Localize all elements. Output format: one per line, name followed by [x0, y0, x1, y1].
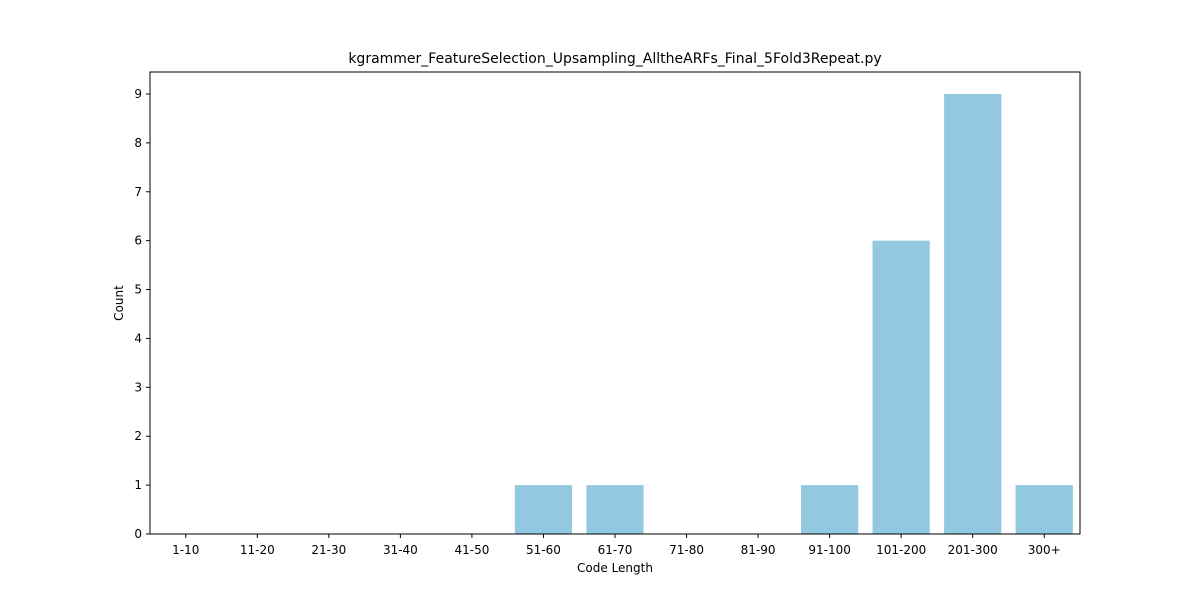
x-tick-label: 101-200 [876, 543, 926, 557]
bar-61-70 [586, 485, 644, 534]
y-tick-label: 7 [134, 185, 142, 199]
y-tick-label: 4 [134, 331, 142, 345]
y-tick-label: 9 [134, 87, 142, 101]
bar-201-300 [944, 94, 1002, 534]
x-tick-label: 51-60 [526, 543, 561, 557]
x-tick-label: 91-100 [808, 543, 851, 557]
y-tick-label: 8 [134, 136, 142, 150]
chart-title: kgrammer_FeatureSelection_Upsampling_All… [348, 51, 881, 67]
bar-300+ [1015, 485, 1073, 534]
x-axis: 1-10 11-20 21-30 31-40 41-50 51-60 61-70 71-80 8… [172, 534, 1061, 557]
x-axis-label: Code Length [577, 561, 653, 575]
x-tick-label: 61-70 [598, 543, 633, 557]
y-tick-label: 0 [134, 527, 142, 541]
x-tick-label: 31-40 [383, 543, 418, 557]
bar-51-60 [514, 485, 573, 534]
x-tick-label: 21-30 [311, 543, 346, 557]
x-tick-label: 201-300 [948, 543, 998, 557]
x-tick-label: 41-50 [454, 543, 489, 557]
bar-91-100 [801, 485, 859, 534]
x-tick-label: 71-80 [669, 543, 704, 557]
y-tick-label: 2 [134, 429, 142, 443]
y-axis-label: Count [112, 285, 126, 321]
y-axis: 0 1 2 3 4 5 6 7 8 9 [134, 87, 150, 541]
x-tick-label: 81-90 [741, 543, 776, 557]
y-tick-label: 5 [134, 283, 142, 297]
x-tick-label: 1-10 [172, 543, 199, 557]
y-tick-label: 6 [134, 234, 142, 248]
bar-101-200 [872, 240, 930, 534]
plot-frame [149, 71, 1081, 535]
x-tick-label: 300+ [1028, 543, 1061, 557]
y-tick-label: 3 [134, 380, 142, 394]
y-tick-label: 1 [134, 478, 142, 492]
bars-group [514, 94, 1073, 534]
x-tick-label: 11-20 [240, 543, 275, 557]
